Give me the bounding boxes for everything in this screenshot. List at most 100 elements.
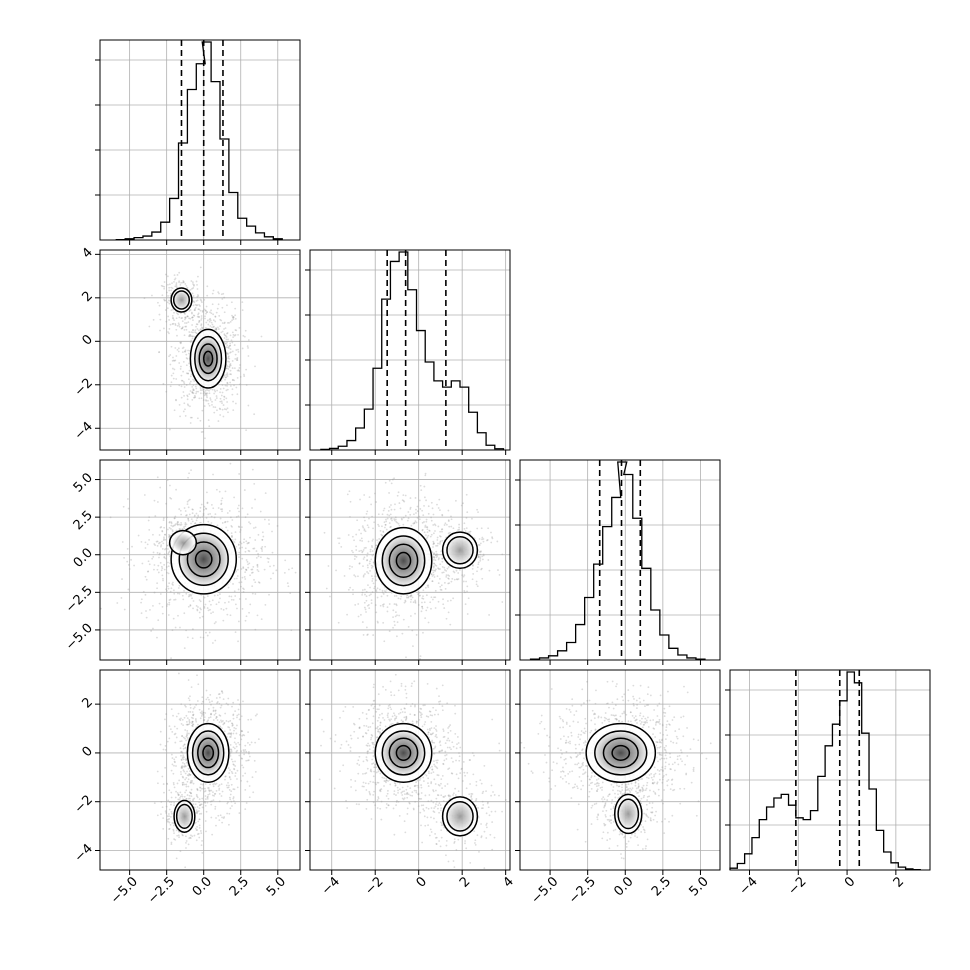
x-tick-label: 0 bbox=[414, 874, 430, 890]
y-tick-label: 0 bbox=[79, 332, 95, 348]
histogram-step-line bbox=[729, 671, 921, 871]
x-tick-label: 0 bbox=[842, 874, 858, 890]
contour-line bbox=[198, 343, 218, 375]
contour-line bbox=[395, 744, 412, 761]
contour-line bbox=[613, 793, 643, 835]
contour-line bbox=[202, 350, 214, 367]
density-core bbox=[446, 800, 474, 832]
y-tick-label: 2 bbox=[79, 695, 95, 711]
density-core bbox=[172, 533, 194, 553]
x-tick-label: 4 bbox=[501, 874, 517, 890]
density-core bbox=[173, 290, 190, 310]
contour-line bbox=[172, 290, 191, 310]
x-tick-label: 2 bbox=[457, 874, 473, 890]
panel-frame bbox=[729, 669, 931, 871]
x-tick-label: 2.5 bbox=[649, 874, 674, 899]
y-tick-label: 4 bbox=[79, 245, 95, 261]
y-tick-label: 0 bbox=[79, 744, 95, 760]
contour-line bbox=[178, 532, 229, 586]
x-tick-label: −5.0 bbox=[108, 874, 141, 907]
y-tick-label: −4 bbox=[72, 419, 96, 443]
x-tick-label: −5.0 bbox=[528, 874, 561, 907]
histogram-panel-3 bbox=[725, 669, 931, 871]
y-tick-label: −2.5 bbox=[63, 583, 96, 616]
contour-line bbox=[170, 523, 238, 595]
y-tick-label: 2.5 bbox=[71, 508, 96, 533]
contour-line bbox=[186, 541, 221, 578]
contour-line bbox=[602, 737, 639, 769]
x-tick-label: 2 bbox=[891, 874, 907, 890]
density-core bbox=[380, 729, 427, 777]
contour-line bbox=[594, 730, 648, 776]
contour-line bbox=[197, 737, 220, 769]
scatter-panel-1-3 bbox=[309, 669, 511, 871]
scatter-panel-1-2 bbox=[309, 459, 511, 661]
x-tick-label: 0.0 bbox=[190, 874, 215, 899]
x-tick-label: −2 bbox=[362, 874, 386, 898]
histogram-panel-2 bbox=[515, 459, 721, 661]
contour-line bbox=[381, 535, 426, 587]
density-core bbox=[380, 534, 427, 588]
density-core bbox=[593, 729, 649, 777]
contour-line bbox=[194, 549, 213, 569]
panel-frame bbox=[519, 669, 721, 871]
x-tick-label: 5.0 bbox=[687, 874, 712, 899]
x-tick-label: −4 bbox=[737, 874, 761, 898]
panel-frame bbox=[99, 39, 301, 241]
density-core bbox=[191, 729, 225, 777]
density-core bbox=[176, 803, 193, 830]
scatter-panel-2-3 bbox=[519, 669, 721, 871]
panel-frame bbox=[309, 249, 511, 451]
contour-line bbox=[388, 737, 419, 769]
contour-line bbox=[170, 287, 193, 313]
contour-line bbox=[175, 803, 193, 829]
contour-line bbox=[611, 744, 631, 761]
scatter-panel-0-1 bbox=[99, 249, 301, 451]
panel-frame bbox=[99, 459, 301, 661]
histogram-step-line bbox=[115, 41, 283, 241]
contour-line bbox=[202, 744, 215, 761]
y-tick-label: 2 bbox=[79, 289, 95, 305]
x-tick-label: −2.5 bbox=[145, 874, 178, 907]
x-tick-label: −2.5 bbox=[566, 874, 599, 907]
contour-line bbox=[186, 722, 230, 783]
contour-line bbox=[395, 551, 412, 570]
y-tick-label: 0.0 bbox=[71, 546, 96, 571]
x-tick-label: 0.0 bbox=[611, 874, 636, 899]
density-core bbox=[193, 335, 223, 383]
contour-line bbox=[189, 328, 227, 389]
scatter-panel-0-3 bbox=[99, 669, 301, 871]
histogram-panel-0 bbox=[95, 39, 301, 241]
contour-line bbox=[173, 799, 196, 833]
contour-line bbox=[374, 526, 433, 595]
scatter-panel-0-2 bbox=[99, 459, 301, 661]
contour-line bbox=[446, 535, 474, 565]
y-tick-label: −4 bbox=[72, 841, 96, 865]
y-tick-label: 5.0 bbox=[71, 470, 96, 495]
contour-line bbox=[168, 529, 198, 556]
contour-line bbox=[446, 800, 474, 832]
panel-frame bbox=[309, 669, 511, 871]
contour-line bbox=[194, 335, 223, 382]
y-tick-label: −5.0 bbox=[63, 621, 96, 654]
contour-line bbox=[191, 730, 225, 776]
density-core bbox=[617, 798, 640, 830]
y-tick-label: −2 bbox=[72, 793, 96, 817]
x-tick-label: 5.0 bbox=[264, 874, 289, 899]
x-tick-label: −2 bbox=[785, 874, 809, 898]
contour-line bbox=[617, 798, 640, 830]
contour-line bbox=[388, 543, 419, 579]
histogram-step-line bbox=[320, 251, 505, 451]
x-tick-label: 2.5 bbox=[227, 874, 252, 899]
contour-line bbox=[441, 531, 479, 570]
contour-line bbox=[441, 796, 479, 837]
panel-frame bbox=[99, 669, 301, 871]
density-core bbox=[446, 535, 474, 565]
histogram-step-line bbox=[529, 461, 706, 660]
contour-line bbox=[381, 730, 426, 776]
contour-line bbox=[585, 722, 657, 783]
panel-frame bbox=[99, 249, 301, 451]
x-tick-label: −4 bbox=[319, 874, 343, 898]
panel-frame bbox=[309, 459, 511, 661]
